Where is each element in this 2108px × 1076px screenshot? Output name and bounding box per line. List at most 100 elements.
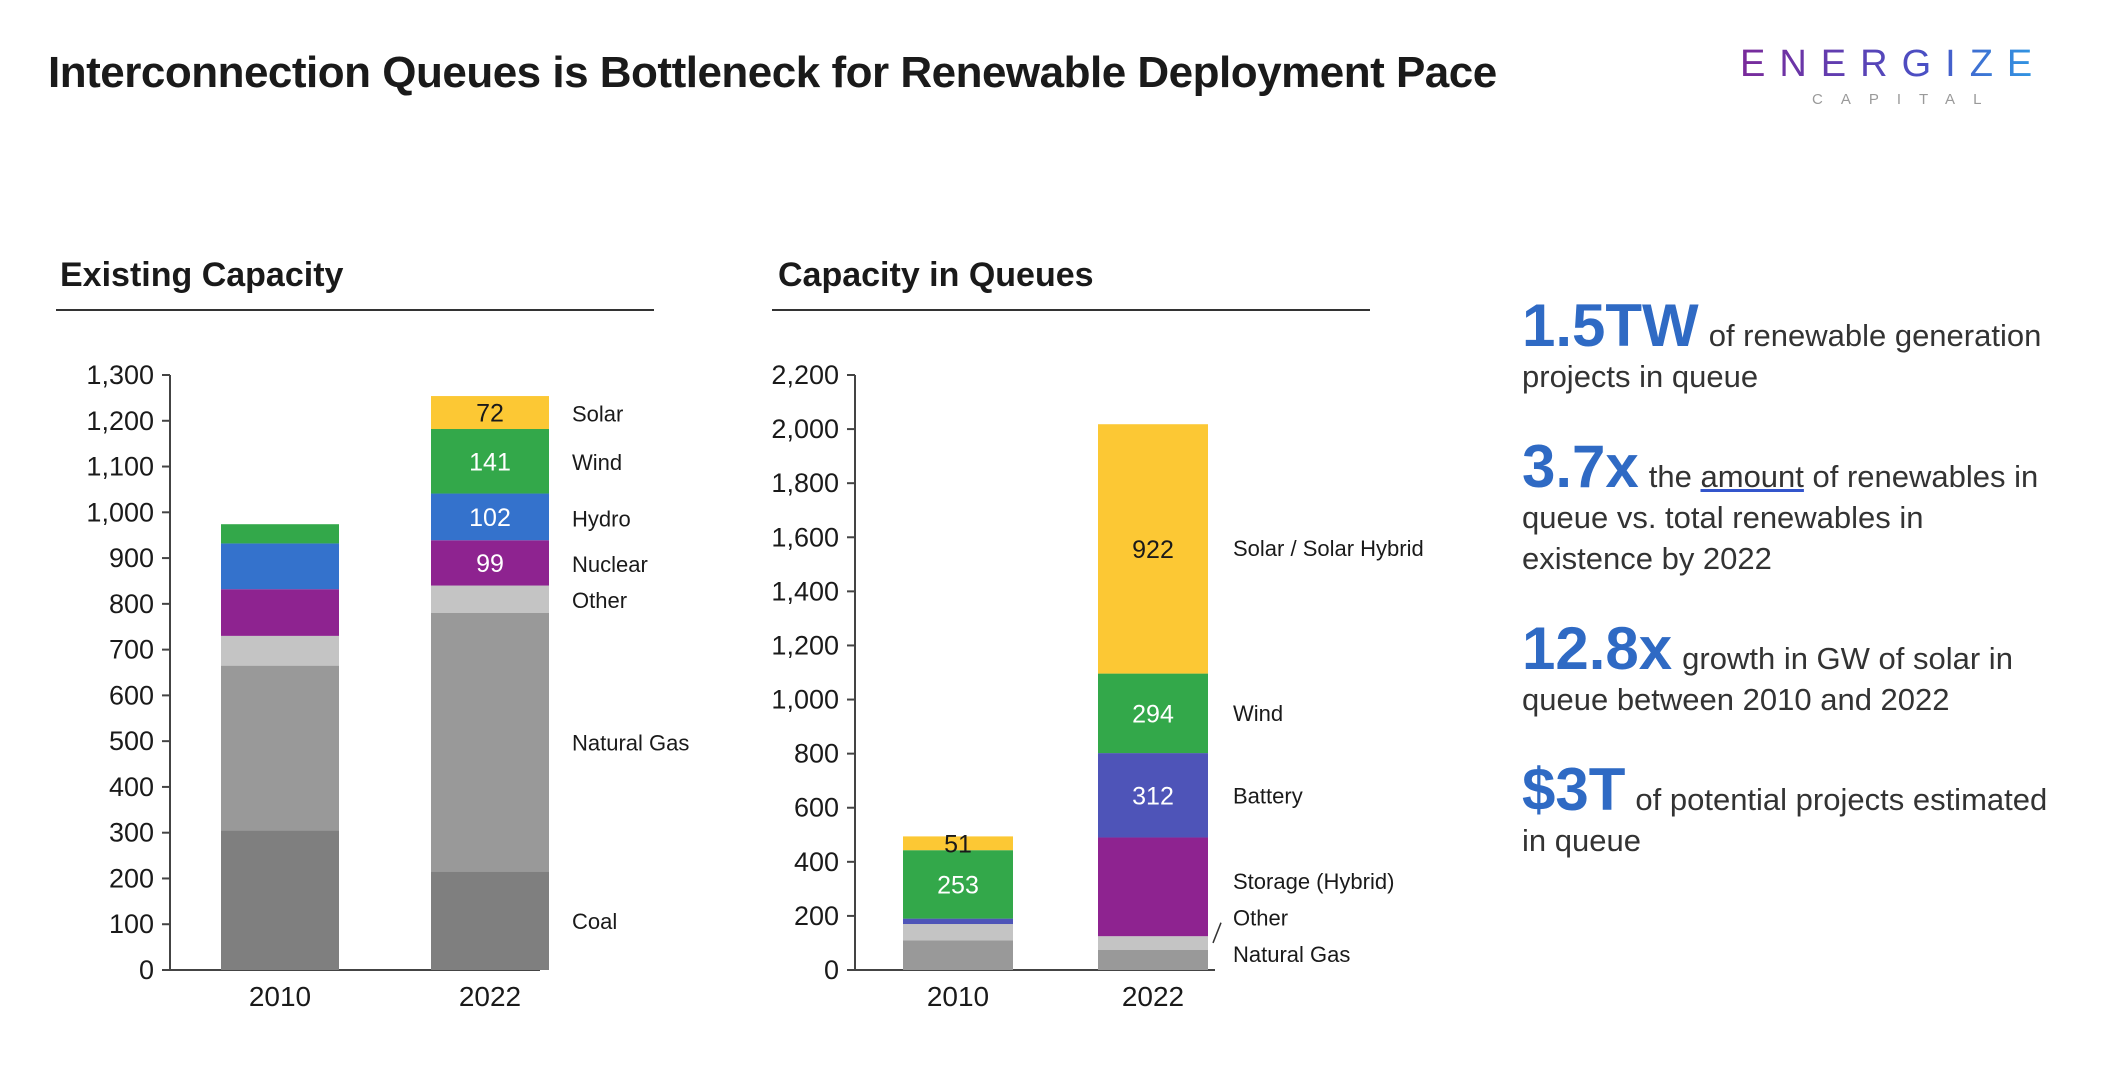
y-tick-label: 1,100 bbox=[86, 452, 154, 482]
legend-hydro: Hydro bbox=[572, 506, 631, 531]
y-tick-label: 1,400 bbox=[771, 576, 839, 606]
legend-solar-solar-hybrid: Solar / Solar Hybrid bbox=[1233, 536, 1424, 561]
stat-2-underlined-word: amount bbox=[1700, 459, 1804, 494]
y-tick-label: 100 bbox=[109, 909, 154, 939]
y-tick-label: 1,300 bbox=[86, 360, 154, 390]
bar-segment-other-2022 bbox=[1098, 936, 1208, 950]
bar-segment-wind-2022 bbox=[1098, 673, 1208, 754]
legend-coal: Coal bbox=[572, 909, 617, 934]
legend-wind: Wind bbox=[572, 450, 622, 475]
legend-nuclear: Nuclear bbox=[572, 552, 648, 577]
data-label-solar-solar-hybrid-2010: 51 bbox=[944, 830, 972, 858]
bar-segment-natural-gas-2010 bbox=[903, 940, 1013, 970]
stat-4-value: $3T bbox=[1522, 756, 1626, 823]
x-tick-label-2022: 2022 bbox=[1122, 981, 1184, 1012]
stat-2: 3.7x the amount of renewables in queue vs… bbox=[1522, 437, 2062, 579]
legend-natural-gas: Natural Gas bbox=[1233, 942, 1350, 967]
bar-segment-natural-gas-2022 bbox=[1098, 949, 1208, 970]
data-label-wind-2022: 141 bbox=[469, 448, 511, 476]
stat-2-value: 3.7x bbox=[1522, 433, 1639, 500]
stat-2-text-a: the bbox=[1648, 459, 1701, 494]
bar-segment-natural-gas-2010 bbox=[221, 665, 339, 831]
y-tick-label: 300 bbox=[109, 818, 154, 848]
data-label-wind-2022: 294 bbox=[1132, 700, 1174, 728]
legend-battery: Battery bbox=[1233, 784, 1303, 809]
data-label-battery-2022: 312 bbox=[1132, 782, 1174, 810]
page-title: Interconnection Queues is Bottleneck for… bbox=[48, 48, 1497, 97]
bar-segment-solar-solar-hybrid-2010 bbox=[903, 836, 1013, 851]
y-tick-label: 0 bbox=[824, 955, 839, 985]
bar-segment-wind-2010 bbox=[903, 850, 1013, 919]
y-tick-label: 700 bbox=[109, 635, 154, 665]
y-tick-label: 800 bbox=[794, 739, 839, 769]
logo-sub: CAPITAL bbox=[1812, 91, 1999, 108]
legend-natural-gas: Natural Gas bbox=[572, 731, 689, 756]
data-label-nuclear-2022: 99 bbox=[476, 550, 504, 578]
y-tick-label: 2,000 bbox=[771, 414, 839, 444]
bar-segment-battery-2022 bbox=[1098, 753, 1208, 838]
y-tick-label: 500 bbox=[109, 726, 154, 756]
stat-1: 1.5TW of renewable generation projects in… bbox=[1522, 296, 2062, 397]
bar-segment-coal-2010 bbox=[221, 830, 339, 970]
bar-segment-nuclear-2010 bbox=[221, 589, 339, 636]
x-tick-label-2022: 2022 bbox=[459, 981, 521, 1012]
legend-solar: Solar bbox=[572, 401, 623, 426]
stat-3-value: 12.8x bbox=[1522, 615, 1673, 682]
y-tick-label: 0 bbox=[139, 955, 154, 985]
section-queues-rule bbox=[772, 309, 1370, 311]
bar-segment-hydro-2010 bbox=[221, 543, 339, 590]
bar-segment-other-2010 bbox=[903, 924, 1013, 941]
energize-capital-logo: ENERGIZE CAPITAL bbox=[1740, 44, 2046, 108]
bar-segment-hydro-2022 bbox=[431, 493, 549, 541]
section-existing-rule bbox=[56, 309, 654, 311]
y-tick-label: 1,200 bbox=[86, 406, 154, 436]
y-tick-label: 800 bbox=[109, 589, 154, 619]
bar-segment-wind-2010 bbox=[221, 524, 339, 544]
y-tick-label: 400 bbox=[794, 847, 839, 877]
leader-line-other bbox=[1212, 922, 1222, 944]
stat-1-value: 1.5TW bbox=[1522, 292, 1699, 359]
section-existing-capacity: Existing Capacity bbox=[60, 256, 344, 294]
data-label-wind-2010: 253 bbox=[937, 871, 979, 899]
stat-1-text: of renewable generation projects in queu… bbox=[1522, 318, 2042, 394]
legend-storage-hybrid: Storage (Hybrid) bbox=[1233, 869, 1394, 894]
stat-4-text: of potential projects estimated in queue bbox=[1522, 782, 2048, 858]
stat-2-text-b: of renewables in queue vs. total renewab… bbox=[1522, 459, 2039, 576]
bar-segment-other-2010 bbox=[221, 635, 339, 666]
data-label-hydro-2022: 102 bbox=[469, 504, 511, 532]
bar-segment-solar-2022 bbox=[431, 396, 549, 430]
legend-other: Other bbox=[572, 588, 627, 613]
bar-segment-solar-solar-hybrid-2022 bbox=[1098, 424, 1208, 674]
stat-3-text: growth in GW of solar in queue between 2… bbox=[1522, 641, 2013, 717]
bar-segment-nuclear-2022 bbox=[431, 540, 549, 586]
bar-segment-natural-gas-2022 bbox=[431, 613, 549, 872]
y-tick-label: 1,000 bbox=[86, 497, 154, 527]
y-tick-label: 900 bbox=[109, 543, 154, 573]
existing-capacity-chart: 0 100 200 300 400 500 600 700 800 900 1,000 1,100 1,… bbox=[86, 360, 689, 1012]
section-capacity-in-queues: Capacity in Queues bbox=[778, 256, 1094, 294]
stats-panel: 1.5TW of renewable generation projects in… bbox=[1522, 296, 2062, 901]
y-tick-label: 1,800 bbox=[771, 468, 839, 498]
y-tick-label: 200 bbox=[109, 863, 154, 893]
data-label-solar-2022: 72 bbox=[476, 400, 504, 428]
x-tick-label-2010: 2010 bbox=[249, 981, 311, 1012]
y-tick-label: 2,200 bbox=[771, 360, 839, 390]
stat-4: $3T of potential projects estimated in qu… bbox=[1522, 760, 2062, 861]
logo-word: ENERGIZE bbox=[1740, 44, 2046, 85]
legend-other: Other bbox=[1233, 905, 1288, 930]
stat-3: 12.8x growth in GW of solar in queue betw… bbox=[1522, 619, 2062, 720]
y-tick-label: 1,200 bbox=[771, 630, 839, 660]
x-tick-label-2010: 2010 bbox=[927, 981, 989, 1012]
y-tick-label: 200 bbox=[794, 901, 839, 931]
legend-wind: Wind bbox=[1233, 701, 1283, 726]
y-tick-label: 600 bbox=[794, 793, 839, 823]
capacity-in-queues-chart: 0 200 400 600 800 1,000 1,200 1,400 1,600 1,800 2,… bbox=[771, 360, 1424, 1012]
y-tick-label: 1,000 bbox=[771, 685, 839, 715]
bar-segment-other-2022 bbox=[431, 585, 549, 613]
y-tick-label: 600 bbox=[109, 680, 154, 710]
y-tick-label: 400 bbox=[109, 772, 154, 802]
bar-segment-battery-2010 bbox=[903, 918, 1013, 925]
bar-segment-coal-2022 bbox=[431, 871, 549, 970]
data-label-solar-solar-hybrid-2022: 922 bbox=[1132, 536, 1174, 564]
y-tick-label: 1,600 bbox=[771, 522, 839, 552]
